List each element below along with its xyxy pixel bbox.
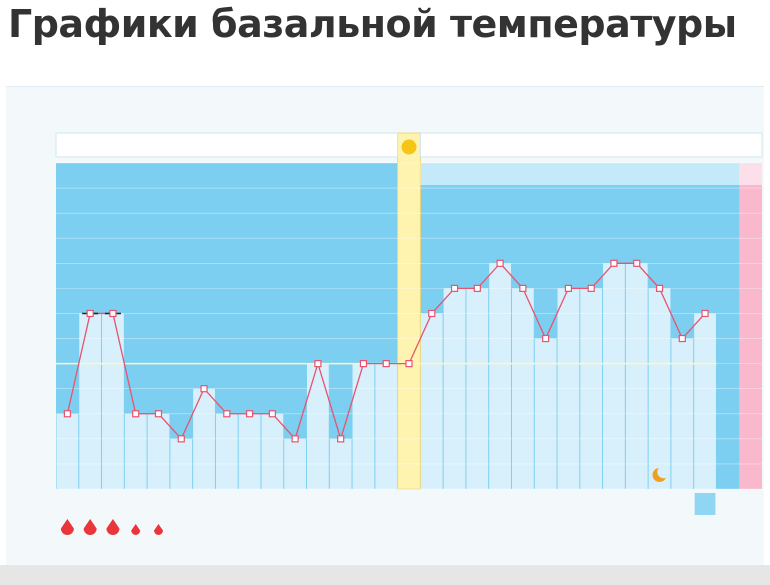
page-title: Графики базальной температуры: [8, 2, 737, 46]
temperature-point: [337, 435, 345, 443]
temperature-column: [124, 413, 147, 489]
temperature-point: [473, 284, 481, 292]
temperature-point: [200, 385, 208, 393]
temperature-column: [694, 313, 716, 489]
ovulation-column: [397, 132, 421, 490]
temperature-column: [603, 263, 625, 489]
temperature-point: [633, 259, 641, 267]
bbt-chart-panel: [6, 86, 764, 565]
temperature-column: [489, 263, 511, 489]
temperature-column: [102, 313, 124, 489]
menstruation-drop-heavy: [60, 519, 74, 535]
temperature-point: [701, 309, 709, 318]
temperature-point: [587, 284, 595, 292]
menstruation-drop-light: [131, 524, 141, 536]
temperature-point: [678, 334, 686, 343]
bottom-strip: [0, 565, 770, 585]
bbt-chart: [55, 132, 763, 536]
phase2-day-row: [420, 163, 762, 185]
temperature-point: [291, 435, 299, 443]
sun-icon: [401, 139, 417, 155]
temperature-point: [428, 309, 436, 318]
temperature-column: [79, 313, 102, 489]
temperature-point: [268, 410, 276, 418]
temperature-point: [450, 284, 459, 292]
temperature-point: [223, 410, 231, 418]
menstruation-drop-heavy: [106, 519, 120, 535]
period-end-column: [739, 163, 762, 489]
temperature-column: [352, 363, 375, 489]
temperature-point: [132, 410, 140, 418]
temperature-column: [56, 413, 79, 489]
temperature-point: [496, 259, 504, 267]
temperature-point: [86, 309, 94, 318]
phase2-header: [419, 132, 763, 158]
today-marker: [694, 493, 716, 515]
temperature-column: [147, 413, 170, 489]
temperature-point: [359, 360, 368, 368]
temperature-column: [238, 413, 261, 489]
temperature-column: [261, 413, 284, 489]
temperature-point: [177, 435, 185, 443]
phase1-header: [55, 132, 399, 158]
temperature-column: [307, 363, 329, 489]
temperature-point: [314, 360, 322, 368]
temperature-point: [382, 360, 390, 368]
temperature-point: [542, 334, 550, 343]
temperature-point: [610, 259, 618, 267]
temperature-point: [655, 284, 664, 292]
temperature-column: [375, 363, 398, 489]
menstruation-drop-heavy: [83, 519, 97, 535]
temperature-point: [154, 410, 163, 418]
temperature-point: [245, 410, 254, 418]
temperature-column: [625, 263, 648, 489]
temperature-point: [63, 410, 71, 418]
temperature-point: [405, 360, 413, 368]
temperature-point: [519, 284, 527, 292]
menstruation-drop-light: [153, 524, 163, 535]
temperature-column: [215, 413, 238, 489]
temperature-column: [420, 313, 443, 489]
moon-icon-cutout: [657, 465, 670, 479]
temperature-point: [564, 284, 573, 292]
temperature-point: [109, 309, 117, 318]
